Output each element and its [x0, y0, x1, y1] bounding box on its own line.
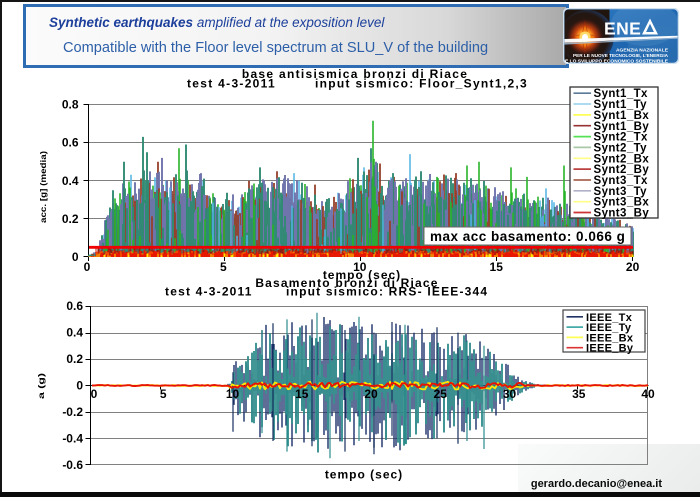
- svg-text:input sismico: RRS- IEEE-344: input sismico: RRS- IEEE-344: [286, 285, 488, 299]
- svg-text:0.2: 0.2: [66, 352, 83, 366]
- svg-text:0.2: 0.2: [62, 212, 79, 226]
- svg-text:Synt1_By: Synt1_By: [594, 121, 650, 133]
- svg-text:0.4: 0.4: [62, 174, 79, 188]
- svg-text:Basamento bronzi di Riace: Basamento bronzi di Riace: [255, 276, 438, 290]
- svg-text:0.6: 0.6: [62, 136, 79, 150]
- svg-text:0.6: 0.6: [66, 299, 83, 313]
- svg-text:a (g): a (g): [37, 372, 46, 399]
- svg-text:Synt3_Bx: Synt3_Bx: [594, 197, 650, 209]
- svg-text:35: 35: [572, 387, 586, 401]
- svg-text:IEEE_Ty: IEEE_Ty: [586, 322, 632, 334]
- svg-text:25: 25: [434, 387, 448, 401]
- svg-text:acc. [g] (media): acc. [g] (media): [39, 151, 48, 223]
- svg-text:0: 0: [84, 260, 91, 274]
- svg-text:Synt1_Tx: Synt1_Tx: [594, 88, 649, 100]
- svg-text:input sismico: Floor_Synt1,2,3: input sismico: Floor_Synt1,2,3: [315, 77, 528, 91]
- svg-text:Synt3_Tx: Synt3_Tx: [594, 175, 649, 187]
- svg-text:Synt2_Ty: Synt2_Ty: [594, 142, 648, 154]
- svg-text:Synt2_Tx: Synt2_Tx: [594, 132, 649, 144]
- svg-text:Synt1_Ty: Synt1_Ty: [594, 99, 648, 111]
- svg-text:Synt2_Bx: Synt2_Bx: [594, 153, 650, 165]
- svg-text:5: 5: [160, 387, 167, 401]
- svg-text:IEEE_By: IEEE_By: [586, 343, 634, 355]
- svg-text:tempo (sec): tempo (sec): [323, 268, 401, 282]
- svg-text:0: 0: [72, 250, 79, 264]
- svg-text:15: 15: [295, 387, 309, 401]
- svg-text:E LO SVILUPPO ECONOMICO SOSTEN: E LO SVILUPPO ECONOMICO SOSTENIBILE: [565, 58, 668, 63]
- svg-text:5: 5: [220, 260, 227, 274]
- svg-text:20: 20: [364, 387, 378, 401]
- svg-text:test 4-3-2011: test 4-3-2011: [165, 285, 253, 299]
- svg-text:20: 20: [626, 260, 640, 274]
- svg-text:-0.6: -0.6: [62, 458, 83, 472]
- svg-text:Synt2_By: Synt2_By: [594, 164, 650, 176]
- svg-text:Synt3_Ty: Synt3_Ty: [594, 186, 648, 198]
- svg-text:Synt1_Bx: Synt1_Bx: [594, 110, 650, 122]
- svg-text:30: 30: [503, 387, 517, 401]
- svg-text:0.4: 0.4: [66, 326, 83, 340]
- svg-text:test 4-3-2011: test 4-3-2011: [187, 77, 276, 91]
- svg-text:ENE: ENE: [604, 19, 641, 39]
- svg-text:0.8: 0.8: [62, 98, 79, 112]
- svg-text:base antisismica bronzi di Ria: base antisismica bronzi di Riace: [242, 67, 468, 81]
- svg-text:0: 0: [76, 379, 83, 393]
- svg-text:10: 10: [353, 260, 367, 274]
- svg-text:IEEE_Tx: IEEE_Tx: [586, 312, 633, 324]
- svg-text:Synt3_By: Synt3_By: [594, 208, 650, 220]
- svg-text:15: 15: [490, 260, 504, 274]
- svg-text:PER LE NUOVE TECNOLOGIE, L'ENE: PER LE NUOVE TECNOLOGIE, L'ENERGIA: [573, 53, 669, 58]
- svg-text:tempo (sec): tempo (sec): [325, 468, 403, 482]
- svg-text:IEEE_Bx: IEEE_Bx: [586, 332, 634, 344]
- svg-text:max acc basamento: 0.066 g: max acc basamento: 0.066 g: [430, 229, 625, 244]
- svg-text:AGENZIA NAZIONALE: AGENZIA NAZIONALE: [616, 48, 668, 53]
- svg-text:-0.2: -0.2: [62, 405, 83, 419]
- svg-text:10: 10: [226, 387, 240, 401]
- svg-text:0: 0: [91, 387, 98, 401]
- svg-text:-0.4: -0.4: [62, 431, 83, 445]
- svg-text:40: 40: [641, 387, 655, 401]
